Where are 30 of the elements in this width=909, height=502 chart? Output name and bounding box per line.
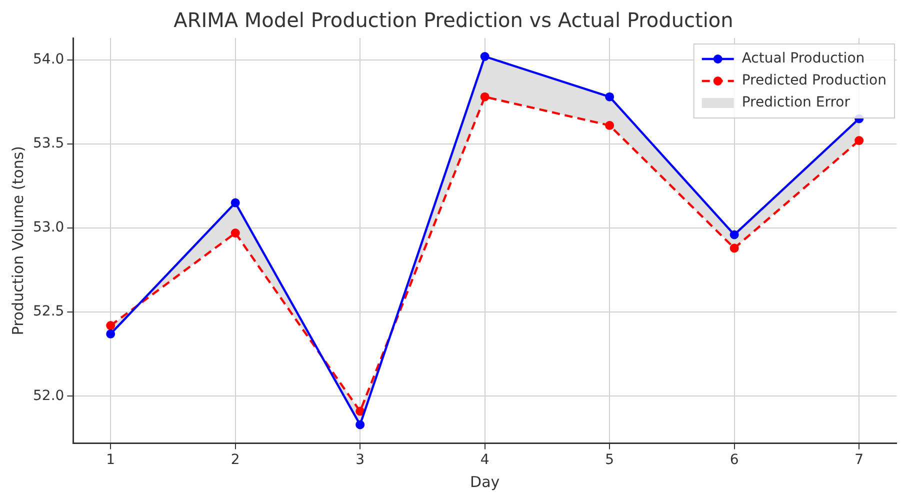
x-tick-label: 4 (480, 452, 490, 468)
point (356, 420, 365, 430)
point (230, 228, 240, 238)
y-tick-label: 54.0 (33, 52, 64, 68)
point (854, 136, 864, 146)
point (480, 52, 490, 61)
chart-title: ARIMA Model Production Prediction vs Actual Production (174, 8, 734, 32)
x-tick-label: 1 (106, 452, 116, 468)
legend-label: Predicted Production (742, 72, 886, 89)
point (730, 244, 739, 253)
y-tick-label: 53.0 (33, 220, 64, 236)
point (480, 92, 490, 102)
point (605, 92, 614, 102)
x-axis-title: Day (470, 472, 500, 491)
point (730, 230, 739, 240)
x-tick-label: 7 (854, 452, 864, 468)
point (106, 321, 116, 330)
legend-label: Actual Production (742, 50, 865, 67)
y-tick-label: 52.0 (33, 388, 64, 404)
x-tick-label: 2 (230, 452, 240, 468)
point (106, 329, 116, 338)
y-tick-label: 53.5 (33, 136, 64, 152)
x-tick-label: 3 (356, 452, 365, 468)
y-axis-title: Production Volume (tons) (8, 146, 27, 336)
x-tick-label: 6 (730, 452, 739, 468)
y-tick-label: 52.5 (33, 304, 64, 320)
point (605, 120, 614, 130)
legend-label: Prediction Error (742, 94, 850, 111)
x-tick-label: 5 (605, 452, 614, 468)
point (230, 198, 240, 208)
